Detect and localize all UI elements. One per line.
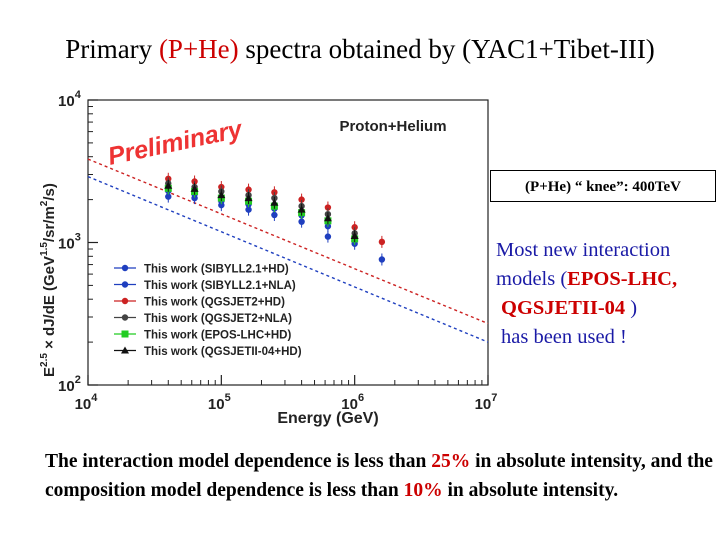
y-tick-label: 103 [58, 232, 81, 253]
data-point [324, 204, 332, 211]
model-name-qgsjet: QGSJETII-04 [501, 297, 626, 319]
models-note-line3: QGSJETII-04 ) [496, 294, 720, 323]
legend-marker [121, 346, 129, 354]
composition-dependence-value: 10% [403, 480, 443, 501]
fit-line [87, 175, 489, 343]
legend-label: This work (QGSJETII-04+HD) [144, 346, 302, 358]
models-note-line2: models (EPOS-LHC, [496, 265, 720, 294]
conclusion-part3: in absolute intensity. [442, 480, 619, 501]
data-point [270, 198, 279, 206]
data-point [351, 224, 358, 231]
chart-title: Proton+Helium [339, 118, 446, 135]
x-tick-label: 107 [475, 392, 498, 413]
slide-title: Primary (P+He) spectra obtained by (YAC1… [0, 34, 720, 65]
legend-label: This work (SIBYLL2.1+NLA) [144, 280, 296, 292]
knee-annotation: (P+He) “ knee”: 400TeV [490, 170, 716, 202]
data-point [298, 196, 305, 203]
legend-label: This work (SIBYLL2.1+HD) [144, 264, 289, 276]
data-point [350, 232, 359, 240]
data-point [217, 191, 226, 199]
legend-marker [121, 264, 129, 272]
y-tick-label: 102 [58, 374, 81, 395]
models-note-line2-text: models ( [496, 268, 568, 290]
fit-line [87, 158, 489, 325]
data-point [190, 184, 199, 192]
x-tick-label: 105 [208, 392, 231, 413]
conclusion-part1: The interaction model dependence is less… [45, 451, 432, 472]
legend-marker [121, 281, 129, 288]
data-point [271, 211, 278, 219]
legend-label: This work (QGSJET2+NLA) [144, 313, 292, 325]
conclusion-text: The interaction model dependence is less… [45, 447, 715, 505]
legend-label: This work (EPOS-LHC+HD) [144, 330, 291, 342]
models-note-line3-text: ) [625, 297, 638, 319]
legend-marker [121, 314, 129, 321]
plot-area [87, 99, 489, 386]
data-point [297, 205, 306, 213]
y-tick-label: 104 [58, 89, 82, 110]
data-point [324, 233, 332, 240]
data-point [323, 214, 332, 222]
title-highlight: (P+He) [158, 34, 239, 64]
legend-marker [121, 330, 129, 338]
model-dependence-value: 25% [431, 451, 471, 472]
models-note-line1: Most new interaction [496, 239, 671, 261]
x-tick-label: 106 [341, 392, 364, 413]
model-name-epos: EPOS-LHC, [567, 268, 678, 290]
data-point [378, 256, 386, 263]
data-point [298, 218, 305, 225]
interaction-models-note: Most new interaction models (EPOS-LHC, Q… [496, 236, 720, 352]
x-tick-label: 104 [75, 392, 99, 413]
y-axis-label: E2.5 × dJ/dE (GeV1.5/sr/m2/s) [39, 183, 58, 377]
data-point [164, 181, 173, 189]
x-axis-label: Energy (GeV) [277, 410, 378, 427]
conclusion-part2: in absolute intensity, and the compositi… [45, 451, 713, 501]
title-prefix: Primary [65, 34, 159, 64]
legend-label: This work (QGSJET2+HD) [144, 297, 285, 309]
models-note-line4: has been used ! [501, 326, 627, 348]
data-point [378, 238, 386, 246]
legend-marker [121, 297, 129, 305]
data-point [244, 194, 253, 202]
title-suffix: spectra obtained by (YAC1+Tibet-III) [238, 34, 655, 64]
